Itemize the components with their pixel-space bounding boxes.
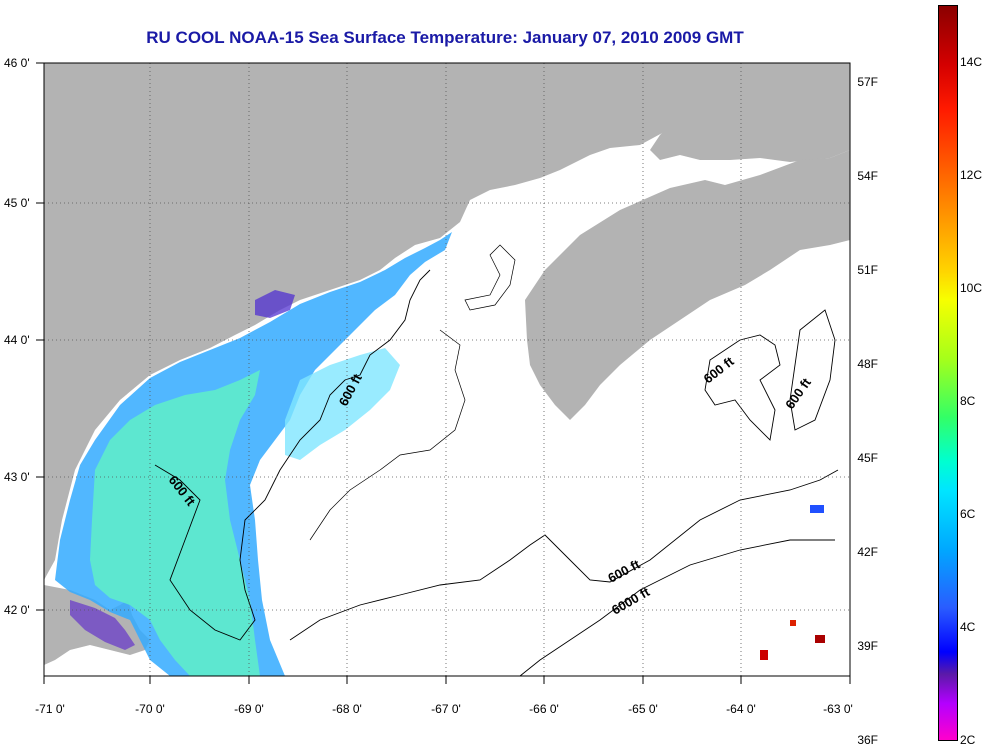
- contour-600ft-gulf: [154, 269, 431, 641]
- colorbar-c-6: 6C: [960, 507, 976, 521]
- lon-label-71: -71 0': [35, 702, 65, 716]
- lon-label-69: -69 0': [234, 702, 264, 716]
- sst-green-band: [90, 370, 260, 676]
- contour-basin-interior: [309, 329, 466, 541]
- lon-label-66: -66 0': [529, 702, 559, 716]
- sst-purple-coast: [70, 600, 135, 650]
- land-new-brunswick: [650, 63, 850, 162]
- colorbar-f-45: 45F: [857, 451, 878, 465]
- colorbar-c-14: 14C: [960, 55, 983, 69]
- sst-hotspot-4: [810, 505, 824, 513]
- contour-600ft-scotian-1: [704, 334, 781, 441]
- contour-600ft-georges: [289, 469, 839, 641]
- chart-title: RU COOL NOAA-15 Sea Surface Temperature:…: [146, 28, 744, 47]
- colorbar-f-54: 54F: [857, 169, 878, 183]
- lat-label-46: 46 0': [4, 56, 30, 70]
- lon-label-64: -64 0': [726, 702, 756, 716]
- colorbar-f-48: 48F: [857, 357, 878, 371]
- temperature-colorbar: [938, 5, 958, 741]
- axis-ticks: [36, 62, 851, 684]
- colorbar-c-10: 10C: [960, 281, 983, 295]
- sst-hotspot-2: [815, 635, 825, 643]
- colorbar-c-12: 12C: [960, 168, 983, 182]
- contour-bay-of-fundy: [464, 244, 516, 311]
- lon-label-65: -65 0': [628, 702, 658, 716]
- colorbar-f-42: 42F: [857, 545, 878, 559]
- colorbar-f-39: 39F: [857, 639, 878, 653]
- sst-hotspot-1: [760, 650, 768, 660]
- lat-label-45: 45 0': [4, 196, 30, 210]
- sst-offshore-patches: [285, 348, 400, 460]
- colorbar-f-57: 57F: [857, 75, 878, 89]
- land-new-england: [44, 63, 755, 580]
- colorbar-f-51: 51F: [857, 263, 878, 277]
- colorbar-c-4: 4C: [960, 620, 976, 634]
- lat-label-44: 44 0': [4, 333, 30, 347]
- map-border: [43, 62, 851, 677]
- sst-purple-inlets: [255, 290, 295, 318]
- colorbar-f-36: 36F: [857, 733, 878, 747]
- lon-label-68: -68 0': [332, 702, 362, 716]
- lat-label-42: 42 0': [4, 603, 30, 617]
- lon-label-67: -67 0': [431, 702, 461, 716]
- contour-6000ft: [519, 539, 835, 677]
- sst-hotspot-3: [790, 620, 796, 626]
- colorbar-c-8: 8C: [960, 394, 976, 408]
- colorbar-c-2: 2C: [960, 733, 976, 747]
- lon-label-63: -63 0': [823, 702, 853, 716]
- land-nova-scotia: [525, 150, 850, 420]
- lon-label-70: -70 0': [135, 702, 165, 716]
- contour-600ft-scotian-2: [789, 309, 836, 431]
- lat-label-43: 43 0': [4, 470, 30, 484]
